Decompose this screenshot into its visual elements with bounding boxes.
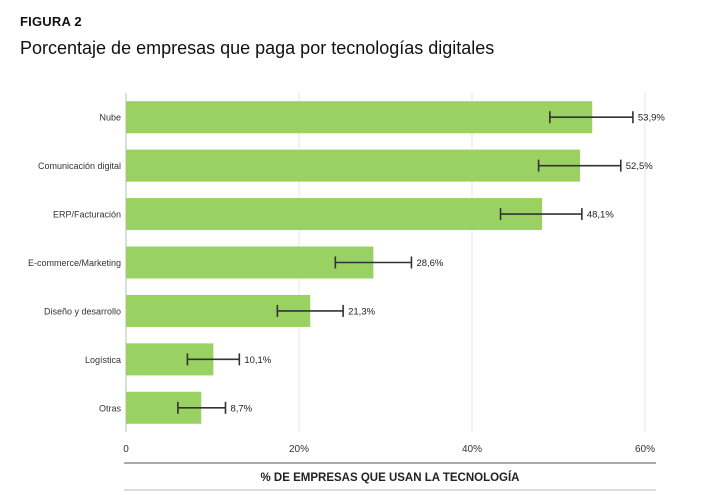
chart-title: Porcentaje de empresas que paga por tecn… [20,38,495,58]
data-label: 53,9% [638,113,665,124]
category-label: Otras [99,403,122,413]
category-label: Comunicación digital [38,161,121,171]
category-label: Diseño y desarrollo [44,306,121,316]
figure-label: FIGURA 2 [20,14,82,29]
x-tick-label: 20% [289,444,309,455]
bar [126,149,581,182]
category-label: E-commerce/Marketing [28,258,121,268]
category-label: Logística [85,355,121,365]
bar [126,101,593,134]
x-tick-label: 60% [635,444,655,455]
x-axis-label: % DE EMPRESAS QUE USAN LA TECNOLOGÍA [261,471,520,484]
data-label: 21,3% [348,306,375,317]
category-label: Nube [99,113,121,123]
category-label: ERP/Facturación [53,210,121,220]
data-label: 52,5% [626,161,653,172]
bar [126,198,543,231]
data-label: 8,7% [230,403,252,414]
data-label: 48,1% [587,210,614,221]
data-label: 28,6% [416,258,443,269]
x-tick-label: 40% [462,444,482,455]
x-tick-label: 0 [123,444,129,455]
bar [126,246,374,279]
data-label: 10,1% [244,355,271,366]
